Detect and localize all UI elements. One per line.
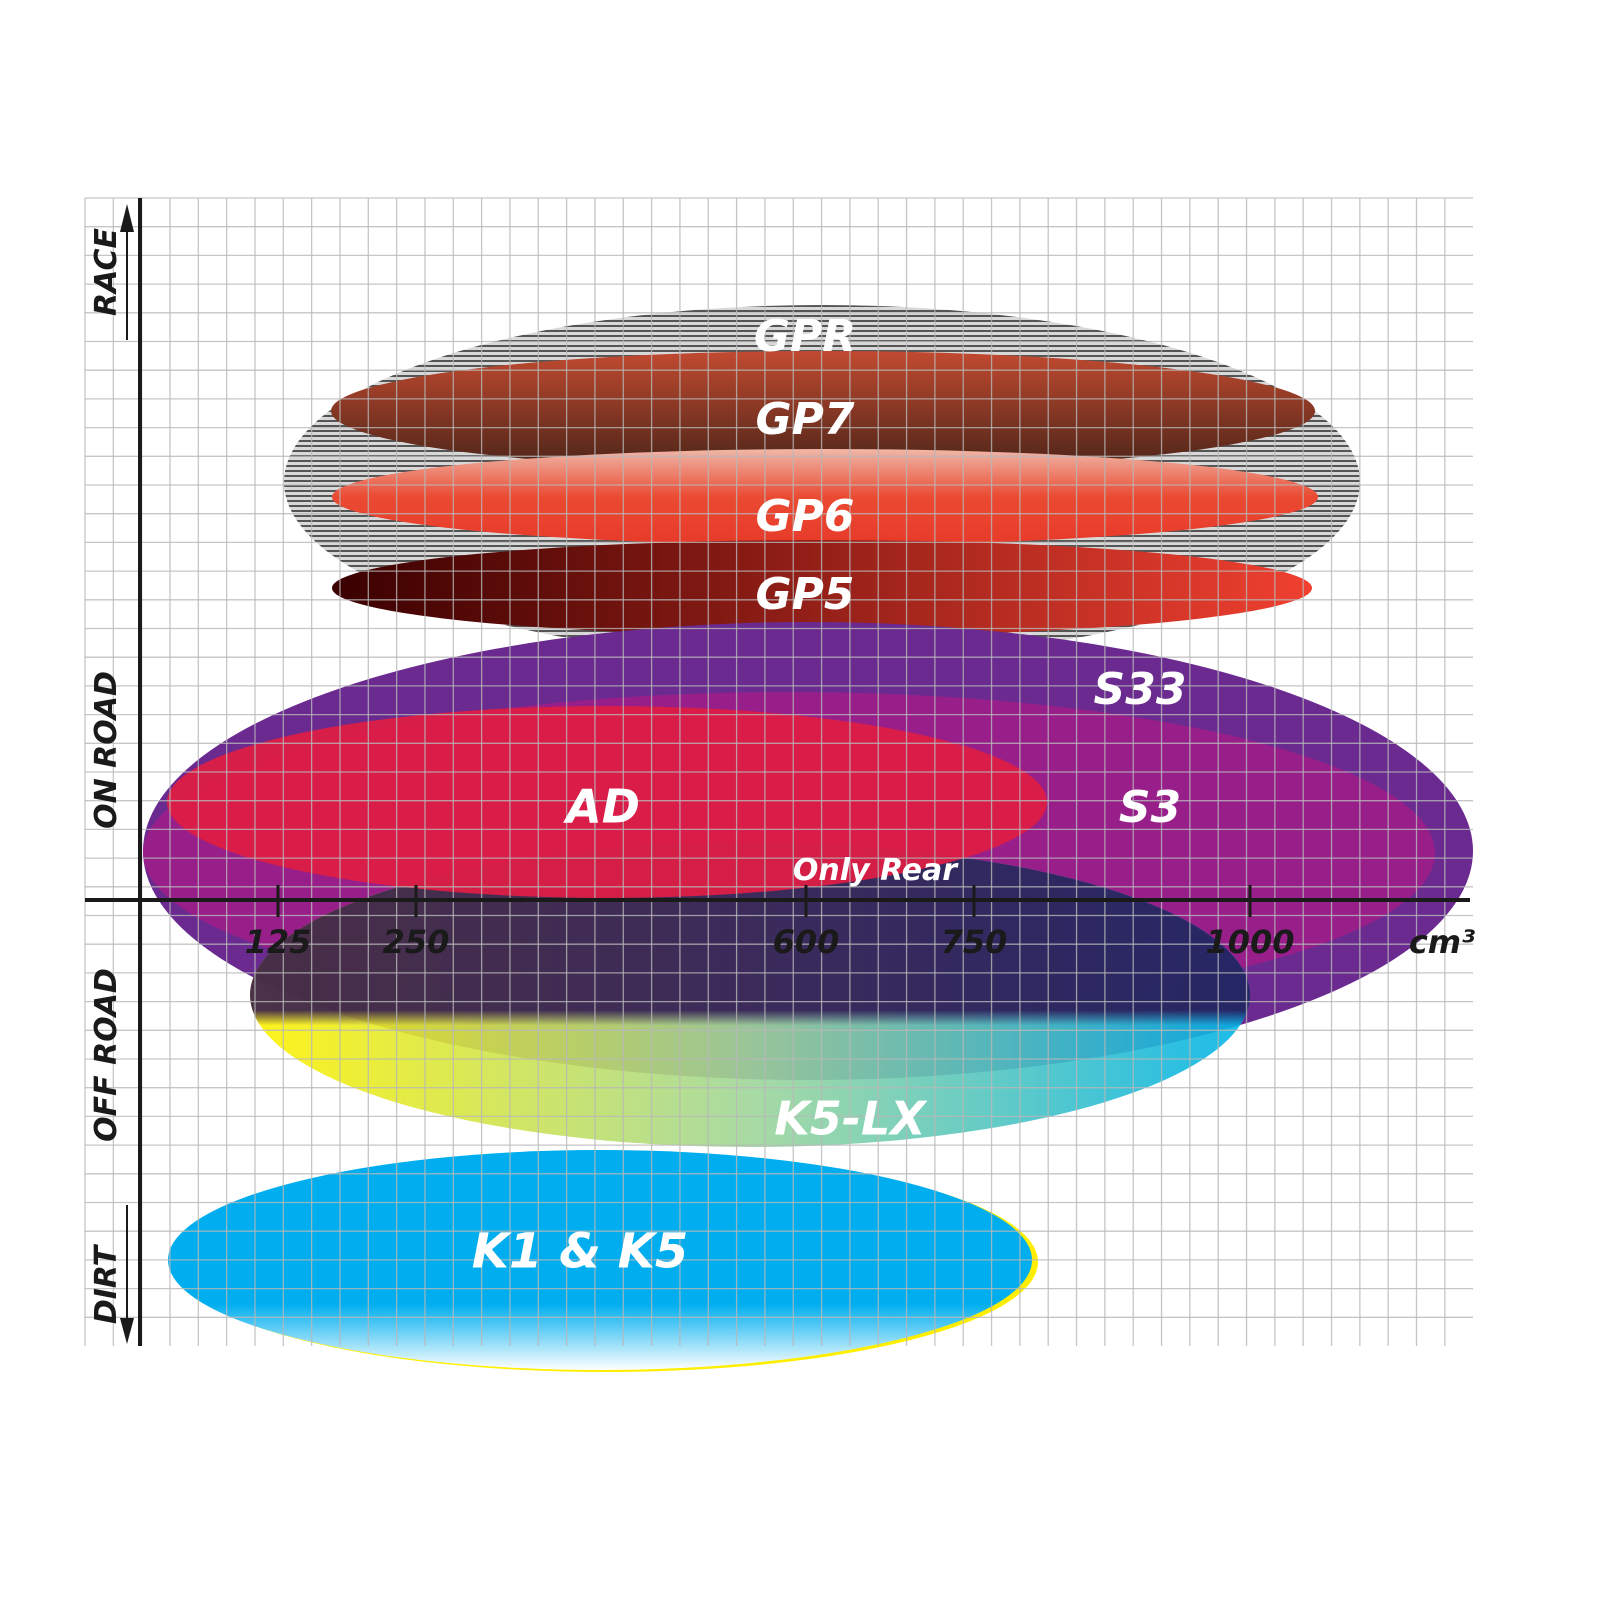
x-tick-label: 750 — [941, 923, 1008, 961]
x-tick-label: 250 — [383, 923, 450, 961]
label-k1-k5: K1 & K5 — [472, 1223, 688, 1279]
x-tick-label: 1000 — [1205, 923, 1294, 961]
only-rear-annotation: Only Rear — [793, 853, 959, 888]
x-unit-label: cm³ — [1409, 923, 1475, 961]
x-tick-label: 600 — [773, 923, 840, 961]
ellipse-gp6 — [332, 449, 1318, 545]
arrow-down-icon — [120, 1318, 134, 1344]
y-label-race: RACE — [89, 228, 124, 316]
label-s3: S3 — [1119, 782, 1181, 833]
label-gp7: GP7 — [756, 394, 855, 445]
y-label-dirt: DIRT — [89, 1243, 124, 1324]
label-gp5: GP5 — [756, 569, 855, 620]
label-gpr: GPR — [754, 311, 856, 362]
arrow-up-icon — [120, 204, 134, 232]
label-ad: AD — [563, 780, 640, 834]
x-tick-label: 125 — [245, 923, 312, 961]
ellipse-ad — [167, 706, 1047, 898]
label-s33: S33 — [1094, 664, 1187, 715]
y-label-off-road: OFF ROAD — [89, 968, 124, 1142]
y-label-on-road: ON ROAD — [89, 671, 124, 829]
label-k5-lx: K5-LX — [774, 1092, 928, 1146]
label-gp6: GP6 — [756, 491, 855, 542]
ellipse-gp7 — [331, 351, 1315, 471]
grid — [84, 197, 1473, 1346]
